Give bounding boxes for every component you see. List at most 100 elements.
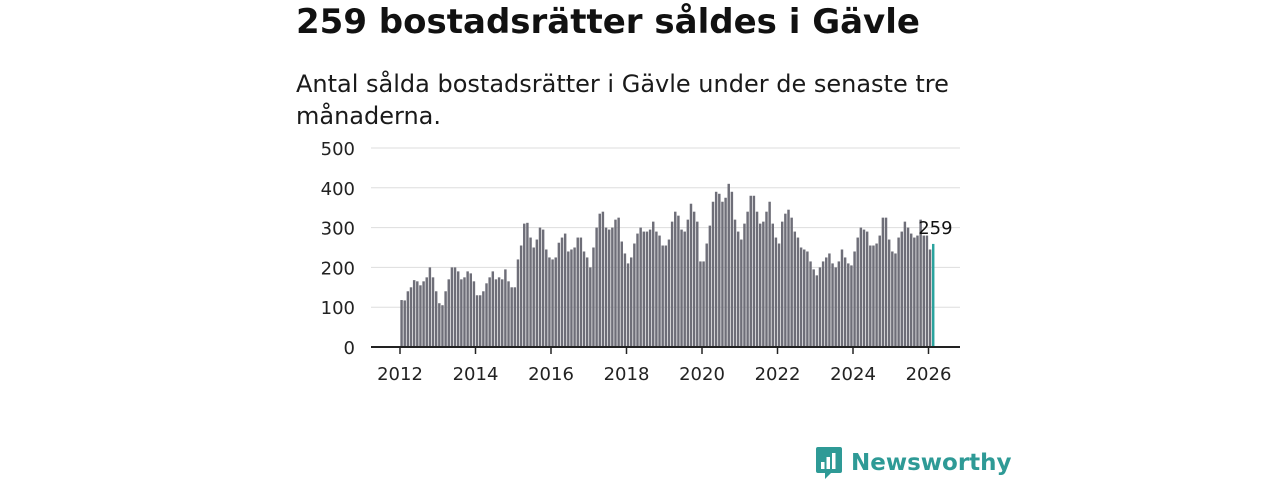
bar xyxy=(538,227,542,347)
bar xyxy=(400,300,403,347)
bar xyxy=(573,247,576,347)
bar xyxy=(617,217,620,347)
bar xyxy=(601,211,605,347)
bar xyxy=(585,257,589,347)
bar xyxy=(825,257,828,347)
bar xyxy=(799,247,803,347)
bar-chart: 0 100 200 300 400 500 2012 2014 2016 2018 2020 2022… xyxy=(321,139,960,385)
bar xyxy=(746,211,749,347)
bar xyxy=(655,231,658,347)
bar xyxy=(749,195,752,347)
bar xyxy=(689,203,693,347)
bar xyxy=(447,279,450,347)
bar-latest xyxy=(931,243,935,347)
latest-value-label: 259 xyxy=(918,218,952,239)
bar xyxy=(529,237,532,347)
bar xyxy=(626,263,630,347)
bar xyxy=(472,281,476,347)
bar xyxy=(859,227,863,347)
bar xyxy=(721,201,724,347)
bar xyxy=(607,229,611,347)
bar xyxy=(793,231,797,347)
bar xyxy=(416,281,419,347)
bar xyxy=(837,261,841,347)
bar xyxy=(478,295,482,347)
bar xyxy=(466,271,469,347)
bar xyxy=(595,227,598,347)
bar xyxy=(582,251,586,347)
bar xyxy=(919,219,922,347)
bar xyxy=(677,215,680,347)
x-tick-label: 2026 xyxy=(906,364,952,385)
bar xyxy=(702,261,705,347)
bar xyxy=(900,231,903,347)
bar xyxy=(560,237,564,347)
bar xyxy=(620,241,623,347)
bar xyxy=(535,239,539,347)
bar xyxy=(774,237,778,347)
bar xyxy=(692,211,696,347)
bar xyxy=(815,275,819,347)
bar xyxy=(661,245,664,347)
x-tick-label: 2024 xyxy=(830,364,876,385)
bar xyxy=(887,239,891,347)
bar xyxy=(507,281,510,347)
bar xyxy=(629,257,633,347)
bar xyxy=(891,251,894,347)
bar xyxy=(456,271,460,347)
x-tick-label: 2012 xyxy=(377,364,423,385)
bar xyxy=(485,283,488,347)
bar xyxy=(636,233,639,347)
bar xyxy=(875,243,878,347)
bar xyxy=(526,222,529,347)
bar xyxy=(840,249,844,347)
bar xyxy=(818,267,822,347)
bar-chart-speech-bubble-icon xyxy=(816,447,842,479)
bar xyxy=(444,291,447,347)
bar xyxy=(718,193,721,347)
bar xyxy=(884,217,888,347)
bar xyxy=(812,269,815,347)
bar xyxy=(708,225,712,347)
bar xyxy=(516,259,520,347)
bar xyxy=(928,249,932,347)
bar xyxy=(482,291,485,347)
bar xyxy=(670,221,674,347)
bar xyxy=(406,291,410,347)
bar xyxy=(409,287,413,347)
bar xyxy=(652,221,655,347)
bar xyxy=(856,237,859,347)
bar xyxy=(450,267,454,347)
bar xyxy=(925,235,929,347)
bar xyxy=(592,247,595,347)
x-tick-label: 2020 xyxy=(679,364,725,385)
bar xyxy=(696,221,699,347)
bar xyxy=(806,251,809,347)
bar xyxy=(519,245,523,347)
bar xyxy=(683,231,686,347)
bar xyxy=(714,191,718,347)
bar xyxy=(567,251,570,347)
bar xyxy=(598,213,601,347)
y-tick-label: 500 xyxy=(321,139,355,160)
bar xyxy=(438,303,441,347)
bar xyxy=(441,305,444,347)
bar xyxy=(674,211,677,347)
bar xyxy=(850,265,853,347)
bar xyxy=(554,257,557,347)
bar xyxy=(796,237,800,347)
bar xyxy=(903,221,907,347)
bar xyxy=(639,227,642,347)
bar xyxy=(765,211,768,347)
bar xyxy=(894,253,897,347)
bar xyxy=(570,249,573,347)
bar xyxy=(755,211,759,347)
bar xyxy=(790,217,793,347)
bar xyxy=(862,229,866,347)
bar xyxy=(425,277,428,347)
bar xyxy=(614,219,617,347)
bar xyxy=(611,227,614,347)
bar xyxy=(513,287,517,347)
bar xyxy=(922,235,925,347)
bar xyxy=(881,217,885,347)
